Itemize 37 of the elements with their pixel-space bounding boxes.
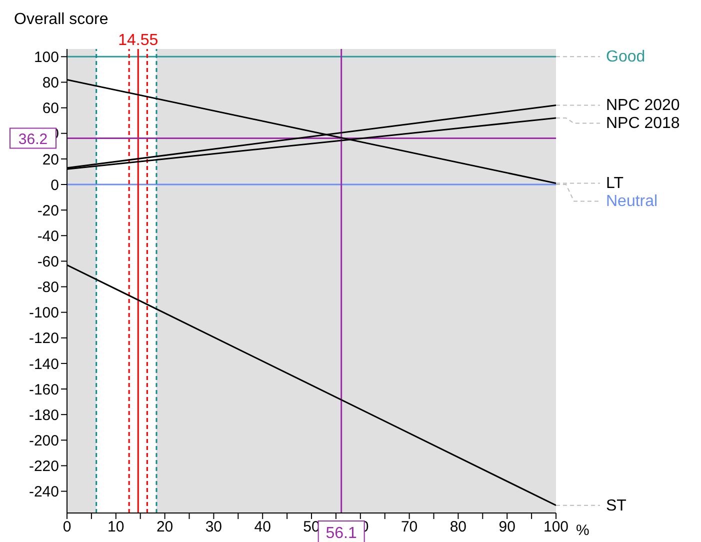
y-tick-label: -160 bbox=[28, 381, 59, 398]
x-tick-label: 70 bbox=[400, 518, 418, 536]
text: NPC 2020 bbox=[606, 97, 680, 114]
x-tick-label: 80 bbox=[450, 518, 467, 536]
x-tick-label: 90 bbox=[498, 518, 516, 536]
text: ST bbox=[606, 497, 627, 514]
x-tick-label: 0 bbox=[62, 518, 72, 536]
x-axis-title: % bbox=[576, 522, 590, 539]
y-tick-label: -140 bbox=[28, 356, 59, 373]
y-tick-label: -100 bbox=[28, 304, 59, 322]
x-tick-label: 40 bbox=[254, 518, 271, 536]
y-tick-label: 100 bbox=[34, 48, 59, 66]
y-tick-label: -200 bbox=[28, 432, 59, 450]
x-tick-label: 10 bbox=[108, 518, 124, 536]
text: NPC 2018 bbox=[606, 115, 680, 132]
y-tick-label: 0 bbox=[50, 176, 59, 194]
ref-line-label: Good bbox=[606, 48, 646, 66]
y-tick-label: 60 bbox=[42, 100, 59, 118]
text: LT bbox=[606, 175, 624, 192]
y-tick-label: -80 bbox=[37, 279, 59, 296]
x-tick-label: 20 bbox=[156, 518, 174, 536]
y-tick-label: -120 bbox=[28, 330, 59, 348]
y-tick-label: -180 bbox=[28, 406, 59, 424]
y-tick-label: 20 bbox=[42, 151, 59, 168]
ref-line-label: 56.1 bbox=[326, 525, 357, 542]
y-tick-label: -220 bbox=[28, 458, 59, 476]
y-tick-label: -40 bbox=[37, 228, 59, 245]
y-tick-label: -240 bbox=[28, 484, 59, 501]
y-tick-label: -20 bbox=[37, 202, 59, 220]
x-tick-label: 30 bbox=[205, 518, 222, 536]
x-tick-label: 100 bbox=[543, 518, 569, 536]
y-tick-label: -60 bbox=[37, 254, 59, 271]
ref-line-label: 14.55 bbox=[118, 32, 158, 49]
ref-line-label: Neutral bbox=[606, 193, 658, 210]
y-axis-title: Overall score bbox=[14, 11, 108, 28]
ref-line-label: 36.2 bbox=[18, 131, 48, 148]
y-tick-label: 80 bbox=[42, 74, 59, 92]
